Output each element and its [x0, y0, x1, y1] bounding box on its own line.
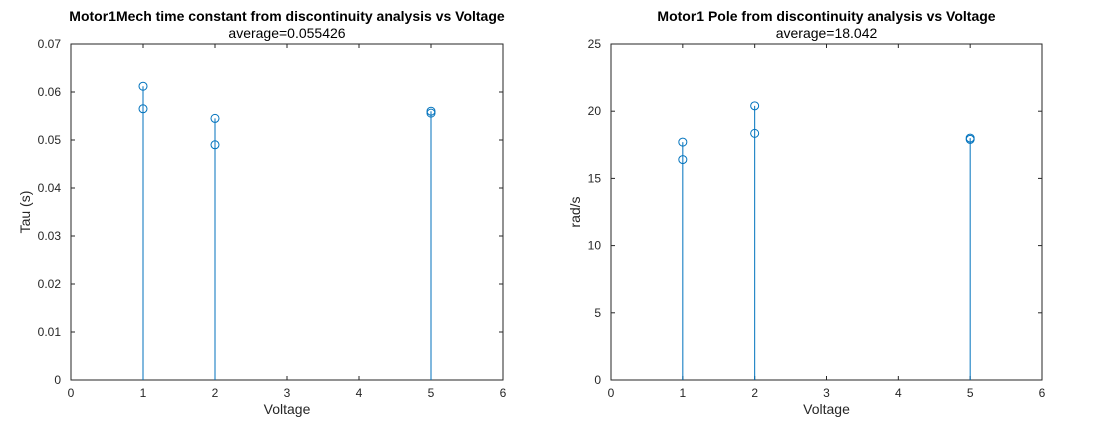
- chart2-title: Motor1 Pole from discontinuity analysis …: [657, 8, 995, 24]
- chart2-y-tick-label: 0: [594, 373, 601, 387]
- chart2-data-point: [965, 134, 975, 144]
- chart1-y-tick-label: 0.07: [38, 37, 62, 51]
- chart1-subtitle: average=0.055426: [228, 25, 345, 41]
- chart2-data-point: [678, 155, 688, 165]
- chart2-data-point: [750, 101, 760, 111]
- chart1-y-tick-label: 0: [54, 373, 61, 387]
- chart1-data-point: [426, 108, 436, 118]
- chart1-y-tick-label: 0.05: [38, 133, 62, 147]
- chart1-title: Motor1Mech time constant from discontinu…: [69, 8, 505, 24]
- chart1-data-point: [210, 113, 220, 123]
- chart2-data-point: [750, 128, 760, 138]
- chart1-y-axis-label: Tau (s): [17, 191, 33, 234]
- chart2-axes-box: [610, 43, 1043, 381]
- chart2-x-tick-label: 3: [823, 386, 830, 400]
- chart2-y-tick-label: 25: [588, 37, 602, 51]
- chart1-data-point: [138, 81, 148, 91]
- chart2-x-tick-label: 4: [895, 386, 902, 400]
- chart2-x-tick-label: 0: [608, 386, 615, 400]
- chart1-x-tick-label: 2: [212, 386, 219, 400]
- chart1-group: 0 1 2 3 4 5 6 0 0.01 0.02 0.03 0.04 0.05 0.06 0.07 Moto…: [17, 8, 507, 417]
- chart1-x-tick-label: 3: [284, 386, 291, 400]
- chart1-x-tick-label: 1: [140, 386, 147, 400]
- chart1-data-point: [138, 104, 148, 114]
- chart2-x-tick-label: 5: [967, 386, 974, 400]
- chart2-y-tick-label: 15: [588, 171, 602, 185]
- chart2-x-axis-label: Voltage: [803, 401, 850, 417]
- chart1-x-tick-label: 4: [356, 386, 363, 400]
- chart1-axes-box: [70, 43, 504, 381]
- chart1-y-tick-label: 0.03: [38, 229, 62, 243]
- chart2-x-tick-label: 2: [751, 386, 758, 400]
- chart2-subtitle: average=18.042: [776, 25, 878, 41]
- chart1-x-tick-label: 0: [68, 386, 75, 400]
- chart1-x-axis-label: Voltage: [264, 401, 311, 417]
- chart1-y-tick-label: 0.06: [38, 85, 62, 99]
- chart2-x-tick-label: 6: [1039, 386, 1046, 400]
- chart1-x-tick-label: 5: [428, 386, 435, 400]
- chart1-y-tick-label: 0.04: [38, 181, 62, 195]
- chart2-y-tick-label: 10: [588, 239, 602, 253]
- chart1-y-tick-label: 0.02: [38, 277, 62, 291]
- chart1-data-point: [210, 140, 220, 150]
- chart2-group: 0 1 2 3 4 5 6 0 5 10 15 20 25 Motor1 Pole from discon…: [567, 8, 1046, 417]
- chart2-y-tick-label: 5: [594, 306, 601, 320]
- chart1-x-tick-label: 6: [500, 386, 507, 400]
- chart2-y-axis-label: rad/s: [567, 196, 583, 227]
- chart2-data-point: [678, 137, 688, 147]
- chart2-y-tick-label: 20: [588, 104, 602, 118]
- chart2-x-tick-label: 1: [679, 386, 686, 400]
- chart1-y-tick-label: 0.01: [38, 325, 62, 339]
